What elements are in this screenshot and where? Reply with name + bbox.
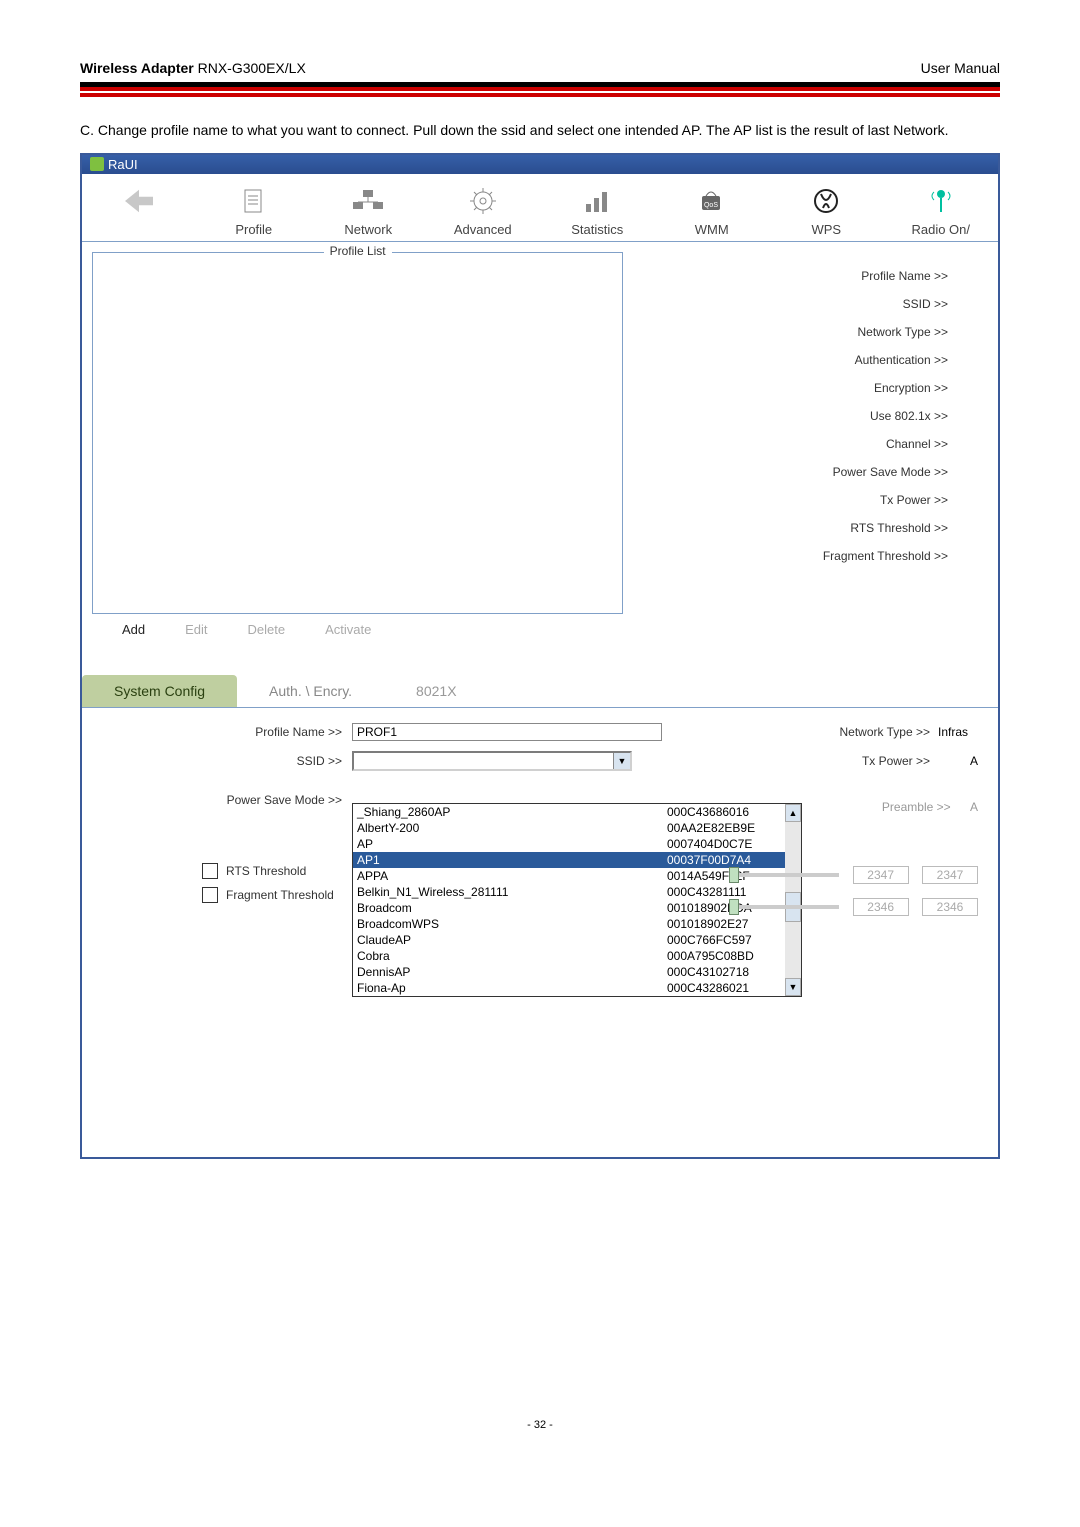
ap-list-mac: 001018902E27	[663, 916, 785, 932]
wmm-tab-button[interactable]: QoS WMM	[655, 174, 770, 241]
delete-button[interactable]: Delete	[248, 622, 286, 637]
statistics-label: Statistics	[544, 222, 651, 237]
ssid-label: SSID >>	[102, 754, 352, 768]
ap-list-mac: 000C43102718	[663, 964, 785, 980]
detail-rts-threshold: RTS Threshold >>	[643, 514, 988, 542]
ap-list-mac: 000C43286021	[663, 980, 785, 996]
header-product-bold: Wireless Adapter	[80, 60, 194, 76]
statistics-tab-button[interactable]: Statistics	[540, 174, 655, 241]
frag-slider[interactable]	[729, 905, 839, 909]
profile-tab-button[interactable]: Profile	[197, 174, 312, 241]
network-tab-button[interactable]: Network	[311, 174, 426, 241]
rts-checkbox-label: RTS Threshold	[226, 864, 306, 878]
back-button[interactable]	[82, 174, 197, 241]
ap-list-item[interactable]: Broadcom	[353, 900, 663, 916]
header-product-model: RNX-G300EX/LX	[198, 60, 306, 76]
rts-value-1: 2347	[853, 866, 909, 884]
ap-list-item[interactable]: AP	[353, 836, 663, 852]
ap-list-item[interactable]: BroadcomWPS	[353, 916, 663, 932]
profile-name-label: Profile Name >>	[102, 725, 352, 739]
cfg-network-type-label: Network Type >>	[840, 725, 939, 739]
profile-list-legend: Profile List	[324, 244, 392, 258]
frag-checkbox-label: Fragment Threshold	[226, 888, 334, 902]
detail-authentication: Authentication >>	[643, 346, 988, 374]
frag-value-2: 2346	[922, 898, 978, 916]
ap-list-item[interactable]: APPA	[353, 868, 663, 884]
advanced-tab-button[interactable]: Advanced	[426, 174, 541, 241]
svg-text:QoS: QoS	[704, 202, 718, 209]
ap-list-mac: 000C43686016	[663, 804, 785, 820]
wps-label: WPS	[773, 222, 880, 237]
activate-button[interactable]: Activate	[325, 622, 371, 637]
ap-list-item[interactable]: AP1	[353, 852, 663, 868]
rts-value-2: 2347	[922, 866, 978, 884]
header-divider	[80, 82, 1000, 91]
title-bar: RaUI	[82, 155, 998, 174]
ssid-combobox[interactable]: ▼	[352, 751, 632, 771]
app-icon	[90, 157, 104, 171]
detail-channel: Channel >>	[643, 430, 988, 458]
app-window: RaUI Profile Network Advanced Statistic	[80, 153, 1000, 1159]
preamble-label: Preamble >>	[882, 800, 951, 814]
scroll-down-button[interactable]: ▼	[785, 978, 801, 996]
radio-tab-button[interactable]: Radio On/	[884, 174, 999, 241]
preamble-value: A	[970, 800, 978, 814]
header-product: Wireless Adapter RNX-G300EX/LX	[80, 60, 306, 76]
power-save-label: Power Save Mode >>	[102, 781, 352, 807]
toolbar: Profile Network Advanced Statistics QoS …	[82, 174, 998, 242]
frag-value-1: 2346	[853, 898, 909, 916]
ap-list-mac: 000A795C08BD	[663, 948, 785, 964]
profile-label: Profile	[201, 222, 308, 237]
app-title: RaUI	[108, 157, 138, 172]
scroll-up-button[interactable]: ▲	[785, 804, 801, 822]
ap-list-item[interactable]: AlbertY-200	[353, 820, 663, 836]
add-button[interactable]: Add	[122, 622, 145, 637]
edit-button[interactable]: Edit	[185, 622, 207, 637]
detail-fragment-threshold: Fragment Threshold >>	[643, 542, 988, 570]
radio-label: Radio On/	[888, 222, 995, 237]
detail-power-save-mode: Power Save Mode >>	[643, 458, 988, 486]
ap-list-item[interactable]: DennisAP	[353, 964, 663, 980]
detail-column: Profile Name >> SSID >> Network Type >> …	[633, 242, 998, 655]
rts-slider[interactable]	[729, 873, 839, 877]
wps-tab-button[interactable]: WPS	[769, 174, 884, 241]
header-doc-title: User Manual	[921, 60, 1000, 76]
profile-name-input[interactable]	[352, 723, 662, 741]
detail-profile-name: Profile Name >>	[643, 262, 988, 290]
ap-list-item[interactable]: Belkin_N1_Wireless_281111	[353, 884, 663, 900]
tab-8021x[interactable]: 8021X	[384, 675, 488, 707]
detail-use8021x: Use 802.1x >>	[643, 402, 988, 430]
ap-list-item[interactable]: _Shiang_2860AP	[353, 804, 663, 820]
detail-tx-power: Tx Power >>	[643, 486, 988, 514]
advanced-label: Advanced	[430, 222, 537, 237]
ap-list-item[interactable]: Cobra	[353, 948, 663, 964]
header-red-rule	[80, 93, 1000, 97]
rts-checkbox[interactable]	[202, 863, 218, 879]
ap-list-mac: 00AA2E82EB9E	[663, 820, 785, 836]
ap-list-item[interactable]: Fiona-Ap	[353, 980, 663, 996]
instruction-text: C. Change profile name to what you want …	[80, 121, 1000, 141]
config-tabs: System Config Auth. \ Encry. 8021X	[82, 675, 998, 708]
ap-list-item[interactable]: ClaudeAP	[353, 932, 663, 948]
detail-network-type: Network Type >>	[643, 318, 988, 346]
network-label: Network	[315, 222, 422, 237]
cfg-network-type-value: Infras	[938, 725, 978, 739]
frag-checkbox[interactable]	[202, 887, 218, 903]
cfg-tx-power-label: Tx Power >>	[862, 754, 938, 768]
ssid-input[interactable]	[354, 753, 613, 769]
ap-list-mac: 0007404D0C7E	[663, 836, 785, 852]
cfg-tx-power-value: A	[938, 754, 978, 768]
profile-list-box: Profile List	[92, 252, 623, 614]
detail-encryption: Encryption >>	[643, 374, 988, 402]
tab-auth-encry[interactable]: Auth. \ Encry.	[237, 675, 384, 707]
wmm-label: WMM	[659, 222, 766, 237]
ap-list-mac: 000C766FC597	[663, 932, 785, 948]
detail-ssid: SSID >>	[643, 290, 988, 318]
ssid-dropdown-arrow[interactable]: ▼	[613, 753, 630, 769]
tab-system-config[interactable]: System Config	[82, 675, 237, 707]
page-number: - 32 -	[80, 1419, 1000, 1431]
